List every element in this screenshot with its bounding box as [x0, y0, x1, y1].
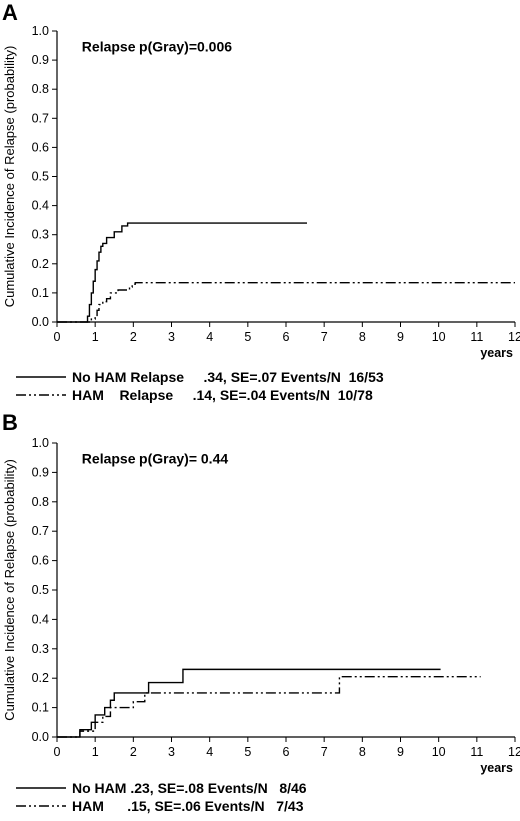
x-tick-label: 8 — [359, 745, 366, 759]
x-tick-label: 1 — [92, 330, 99, 344]
legend-line-dashdot — [16, 805, 66, 807]
x-tick-label: 4 — [206, 745, 213, 759]
x-tick-label: 11 — [470, 330, 483, 344]
legend-text: No HAM Relapse .34, SE=.07 Events/N 16/5… — [72, 369, 384, 385]
legend-line-dashdot — [16, 394, 66, 396]
y-tick-label: 0.2 — [32, 671, 49, 685]
x-tick-label: 3 — [168, 745, 175, 759]
y-tick-label: 0.4 — [32, 612, 49, 626]
y-tick-label: 0.0 — [32, 315, 49, 329]
x-tick-label: 12 — [508, 745, 520, 759]
x-axis-label: years — [480, 346, 513, 360]
legend-entry-no-ham: No HAM Relapse .34, SE=.07 Events/N 16/5… — [16, 368, 516, 386]
y-tick-label: 0.9 — [32, 465, 49, 479]
annotation-relapse: Relapse — [82, 451, 136, 467]
chart-panel-b: B 0.0 0.1 0.2 0.3 0.4 0.5 0.6 0.7 0.8 0.9 1.0 0 1 2 3 4… — [0, 410, 520, 821]
y-tick-label: 0.7 — [32, 524, 49, 538]
y-tick-label: 0.1 — [32, 701, 49, 715]
y-axis-label: Cumulative Incidence of Relapse (probabi… — [2, 459, 17, 721]
x-tick-label: 10 — [432, 745, 446, 759]
series-line-ham — [57, 282, 515, 323]
x-tick-label: 6 — [283, 330, 290, 344]
chart-b-plot: 0.00.10.20.30.40.50.60.70.80.91.00 1 2 3 4 5 6… — [2, 436, 520, 775]
x-tick-label: 2 — [130, 745, 137, 759]
legend-entry-ham: HAM Relapse .14, SE=.04 Events/N 10/78 — [16, 386, 516, 404]
y-tick-label: 0.1 — [32, 286, 49, 300]
x-tick-label: 4 — [206, 330, 213, 344]
series-line-ham — [57, 676, 481, 738]
x-tick-label: 12 — [508, 330, 520, 344]
x-tick-label: 7 — [321, 745, 328, 759]
y-tick-label: 0.5 — [32, 583, 49, 597]
x-tick-label: 6 — [283, 745, 290, 759]
x-tick-label: 0 — [54, 745, 61, 759]
x-tick-label: 9 — [397, 330, 404, 344]
x-tick-label: 7 — [321, 330, 328, 344]
x-axis-label: years — [480, 761, 513, 775]
legend-entry-no-ham: No HAM .23, SE=.08 Events/N 8/46 — [16, 779, 516, 797]
legend-text: HAM Relapse .14, SE=.04 Events/N 10/78 — [72, 387, 373, 403]
chart-panel-a: A 0.0 0.1 0.2 0.3 0.4 0.5 0.6 0.7 0.8 0.9 1.0 0 1 2 3 4… — [0, 0, 520, 410]
y-tick-label: 0.7 — [32, 111, 49, 125]
x-tick-label: 11 — [470, 745, 483, 759]
series-line-no-ham — [57, 668, 441, 738]
y-axis-label: Cumulative Incidence of Relapse (probabi… — [2, 46, 17, 308]
x-tick-label: 3 — [168, 330, 175, 344]
annotation-pvalue: p(Gray)=0.006 — [139, 38, 232, 54]
y-tick-label: 0.3 — [32, 228, 49, 242]
legend-text: HAM .15, SE=.06 Events/N 7/43 — [72, 798, 304, 814]
y-tick-label: 0.0 — [32, 730, 49, 744]
x-tick-label: 1 — [92, 745, 99, 759]
y-tick-label: 0.2 — [32, 257, 49, 271]
x-tick-label: 8 — [359, 330, 366, 344]
x-tick-label: 0 — [54, 330, 61, 344]
y-tick-label: 0.8 — [32, 82, 49, 96]
y-tick-label: 0.8 — [32, 495, 49, 509]
x-tick-label: 5 — [244, 330, 251, 344]
y-tick-label: 0.6 — [32, 140, 49, 154]
y-tick-label: 0.3 — [32, 642, 49, 656]
y-tick-label: 0.5 — [32, 170, 49, 184]
panel-label-b: B — [2, 410, 18, 435]
y-tick-label: 1.0 — [32, 24, 49, 38]
x-tick-label: 2 — [130, 330, 137, 344]
legend-line-solid — [16, 376, 66, 378]
y-tick-label: 0.6 — [32, 554, 49, 568]
annotation-pvalue: p(Gray)= 0.44 — [139, 451, 228, 467]
x-tick-label: 10 — [432, 330, 446, 344]
panel-label-a: A — [2, 0, 18, 25]
legend-entry-ham: HAM .15, SE=.06 Events/N 7/43 — [16, 797, 516, 815]
chart-a-plot: 0.00.10.20.30.40.50.60.70.80.91.00 1 2 3 4 5 6… — [2, 24, 520, 360]
y-tick-label: 0.4 — [32, 199, 49, 213]
y-tick-label: 0.9 — [32, 53, 49, 67]
series-line-no-ham — [57, 222, 307, 323]
annotation-relapse: Relapse — [82, 38, 136, 54]
legend-line-solid — [16, 787, 66, 789]
x-tick-label: 9 — [397, 745, 404, 759]
y-tick-label: 1.0 — [32, 436, 49, 450]
legend-text: No HAM .23, SE=.08 Events/N 8/46 — [72, 780, 307, 796]
x-tick-label: 5 — [244, 745, 251, 759]
